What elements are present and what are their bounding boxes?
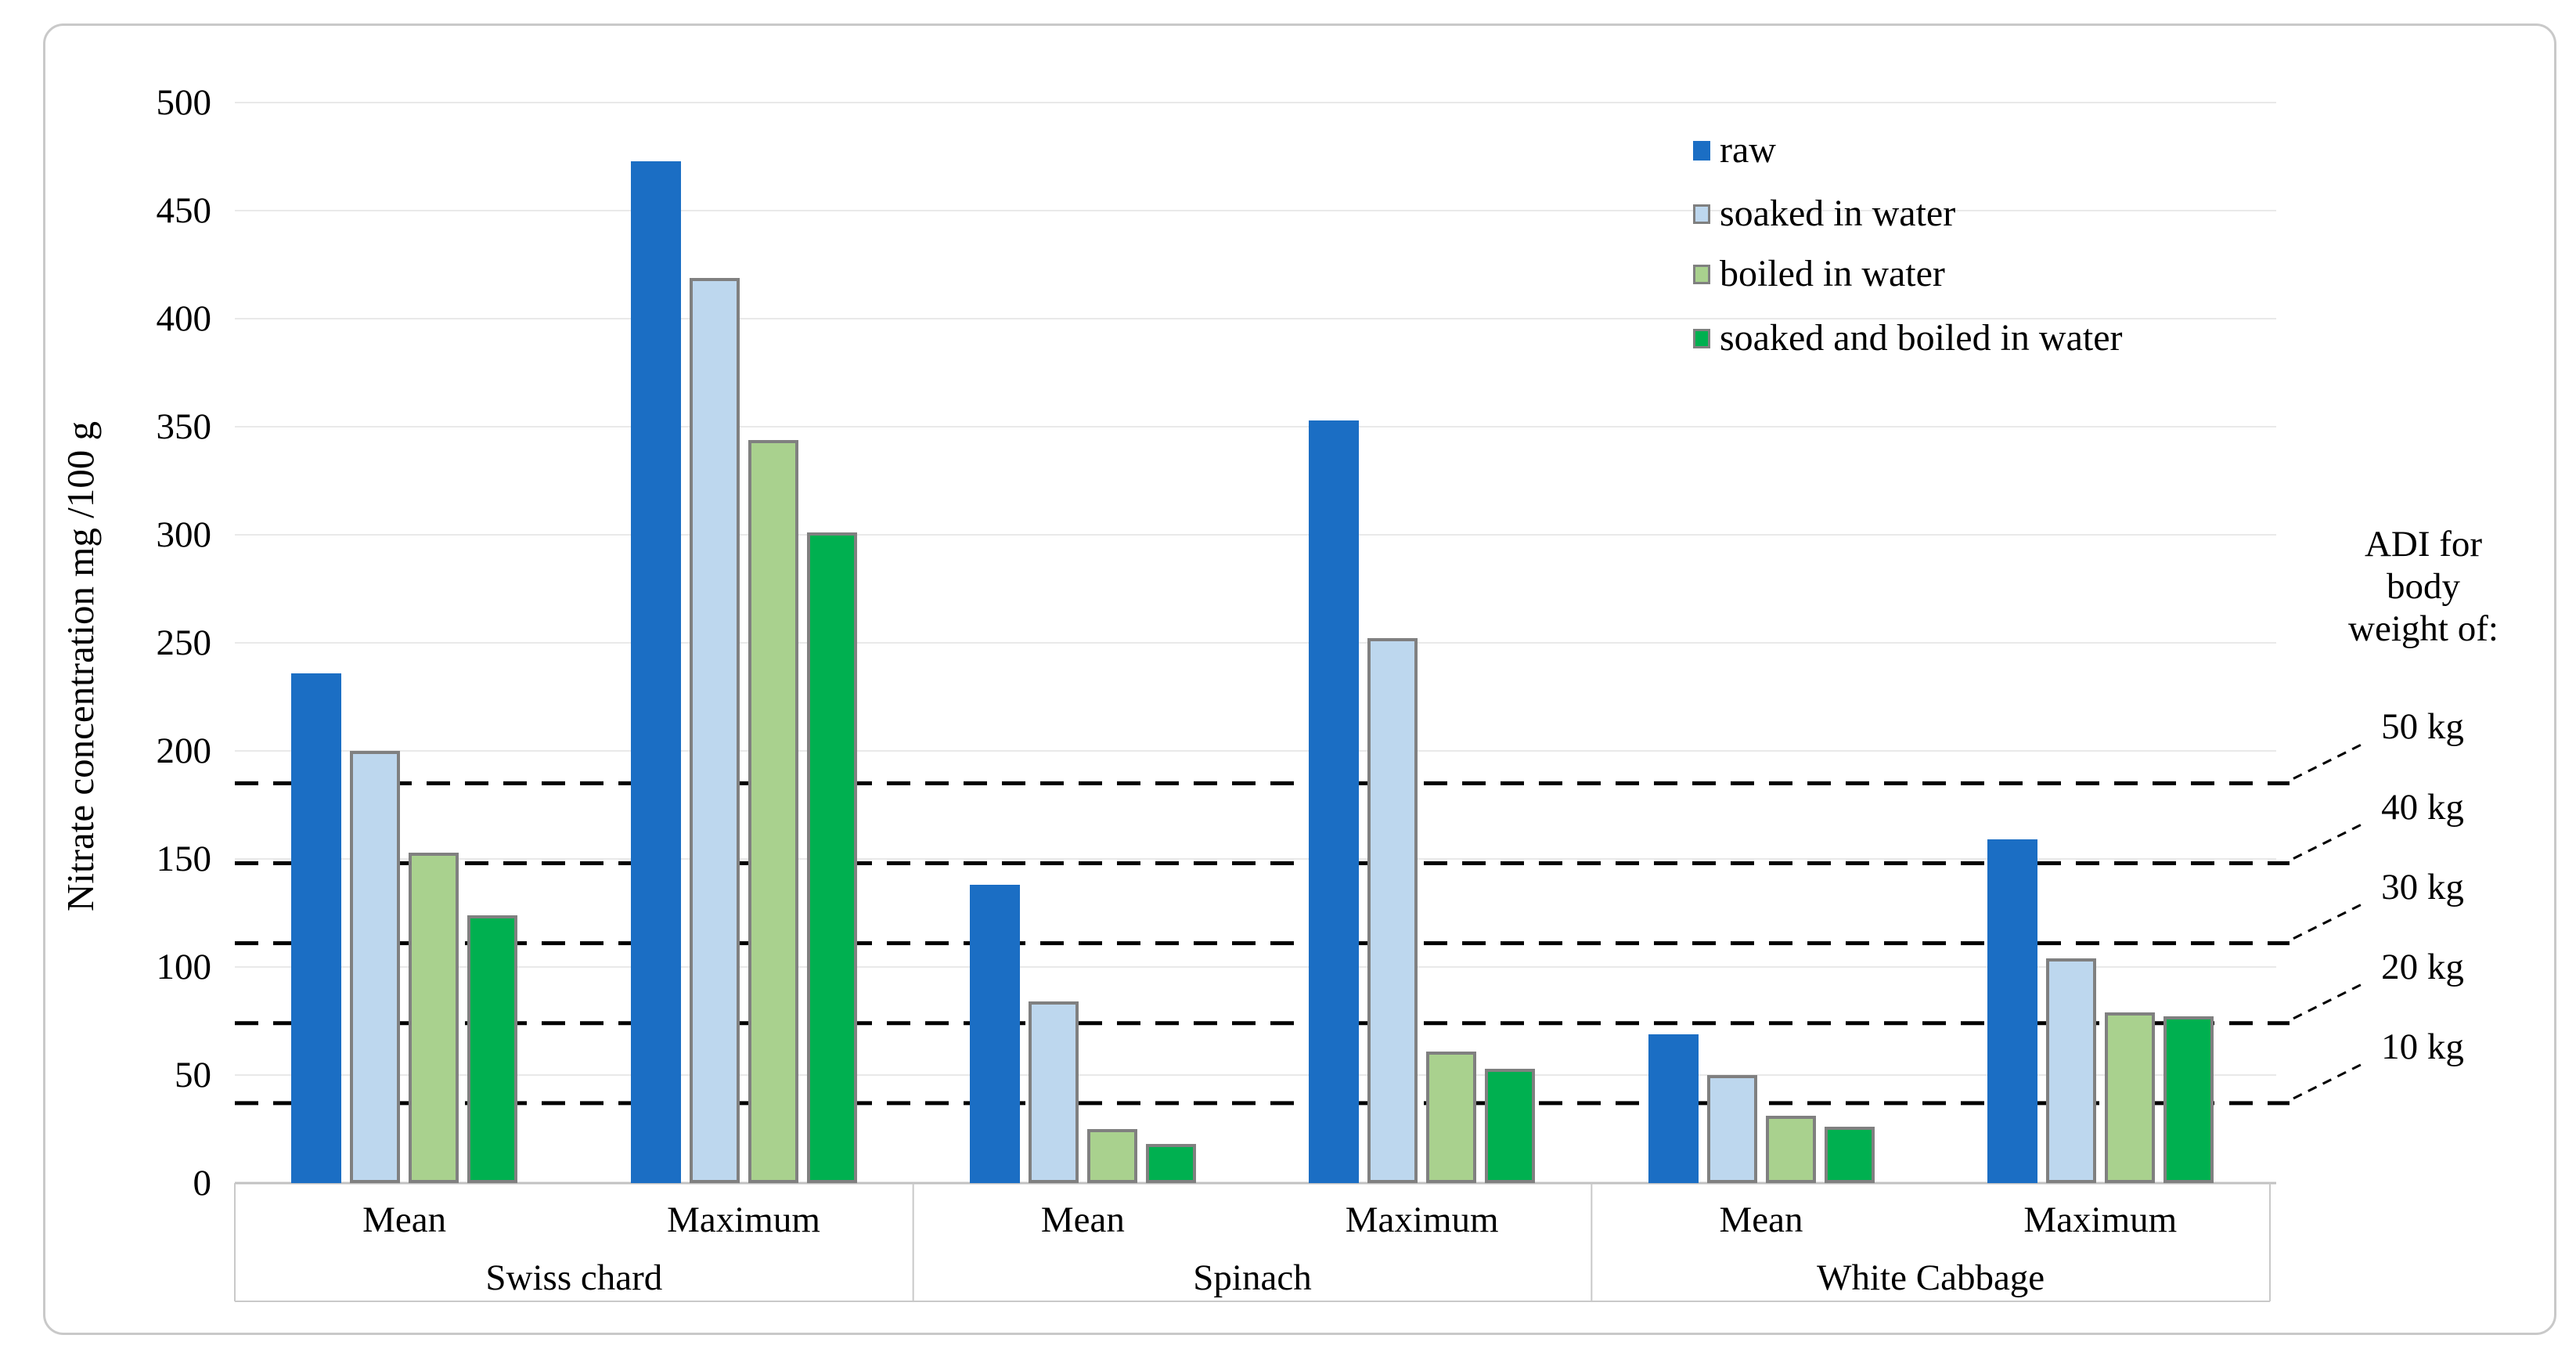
adi-connector-20-kg: [2293, 981, 2366, 1020]
legend-label-raw: raw: [1720, 129, 1776, 171]
y-tick-350: 350: [156, 406, 212, 447]
bar-white-cabbage-maximum-soaked-and-boiled-in-water: [2163, 1016, 2214, 1183]
bar-swiss-chard-mean-soaked-and-boiled-in-water: [467, 915, 518, 1183]
legend-label-soaked-and-boiled-in-water: soaked and boiled in water: [1720, 317, 2123, 359]
adi-label-40-kg: 40 kg: [2381, 786, 2464, 828]
bar-white-cabbage-mean-soaked-in-water: [1706, 1075, 1757, 1183]
adi-connector-50-kg: [2293, 741, 2366, 780]
bar-white-cabbage-maximum-raw: [1987, 839, 2037, 1183]
bar-spinach-mean-boiled-in-water: [1086, 1129, 1137, 1183]
legend-swatch-soaked-in-water: [1693, 204, 1710, 224]
y-tick-400: 400: [156, 298, 212, 339]
adi-header: ADI for body weight of:: [2348, 524, 2499, 649]
bar-spinach-maximum-soaked-and-boiled-in-water: [1485, 1068, 1536, 1183]
bar-swiss-chard-maximum-raw: [630, 161, 681, 1183]
y-tick-100: 100: [156, 947, 212, 987]
x-label-swiss-chard-maximum: Maximum: [667, 1200, 820, 1240]
y-axis-title: Nitrate concentration mg /100 g: [59, 421, 102, 911]
bar-white-cabbage-maximum-soaked-in-water: [2045, 958, 2096, 1183]
legend-item-boiled-in-water: boiled in water: [1693, 254, 1945, 294]
x-category-swiss-chard: Swiss chard: [485, 1257, 663, 1298]
legend-label-boiled-in-water: boiled in water: [1720, 253, 1945, 294]
adi-label-30-kg: 30 kg: [2381, 866, 2464, 907]
x-label-spinach-mean: Mean: [1040, 1200, 1125, 1240]
legend-swatch-soaked-and-boiled-in-water: [1693, 328, 1710, 348]
x-category-white-cabbage: White Cabbage: [1817, 1257, 2045, 1298]
bar-swiss-chard-maximum-soaked-and-boiled-in-water: [806, 532, 857, 1183]
legend-swatch-raw: [1693, 140, 1710, 161]
bar-spinach-maximum-boiled-in-water: [1426, 1051, 1477, 1183]
y-tick-450: 450: [156, 190, 212, 231]
bar-white-cabbage-mean-boiled-in-water: [1765, 1116, 1816, 1183]
y-tick-200: 200: [156, 731, 212, 771]
bar-spinach-maximum-soaked-in-water: [1367, 638, 1418, 1183]
legend-swatch-boiled-in-water: [1693, 264, 1710, 284]
y-tick-150: 150: [156, 839, 212, 879]
adi-connector-10-kg: [2293, 1061, 2366, 1100]
legend-item-soaked-in-water: soaked in water: [1693, 193, 1955, 234]
figure-border: [43, 23, 2556, 1335]
x-label-white-cabbage-maximum: Maximum: [2023, 1200, 2178, 1240]
bar-white-cabbage-mean-raw: [1648, 1034, 1699, 1183]
x-label-spinach-maximum: Maximum: [1345, 1200, 1499, 1240]
adi-connector-30-kg: [2293, 901, 2366, 940]
y-tick-0: 0: [193, 1163, 212, 1203]
legend-label-soaked-in-water: soaked in water: [1720, 193, 1956, 234]
x-label-swiss-chard-mean: Mean: [362, 1200, 447, 1240]
adi-connector-40-kg: [2293, 821, 2366, 860]
bar-spinach-mean-soaked-in-water: [1028, 1001, 1079, 1183]
bar-spinach-maximum-raw: [1309, 420, 1360, 1183]
bar-swiss-chard-mean-soaked-in-water: [350, 751, 401, 1183]
adi-label-10-kg: 10 kg: [2381, 1026, 2464, 1067]
bar-swiss-chard-mean-raw: [291, 673, 342, 1183]
bar-white-cabbage-maximum-boiled-in-water: [2104, 1012, 2155, 1183]
bar-white-cabbage-mean-soaked-and-boiled-in-water: [1824, 1127, 1875, 1183]
x-category-spinach: Spinach: [1193, 1257, 1312, 1298]
bar-swiss-chard-maximum-boiled-in-water: [748, 439, 798, 1183]
legend-item-soaked-and-boiled-in-water: soaked and boiled in water: [1693, 318, 2123, 359]
legend-item-raw: raw: [1693, 130, 1776, 171]
bar-spinach-mean-soaked-and-boiled-in-water: [1145, 1144, 1196, 1183]
bar-swiss-chard-mean-boiled-in-water: [409, 852, 459, 1183]
adi-label-20-kg: 20 kg: [2381, 946, 2464, 987]
y-tick-50: 50: [175, 1055, 211, 1095]
y-tick-250: 250: [156, 622, 212, 663]
adi-label-50-kg: 50 kg: [2381, 706, 2464, 748]
bar-swiss-chard-maximum-soaked-in-water: [689, 277, 740, 1183]
x-label-white-cabbage-mean: Mean: [1719, 1200, 1803, 1240]
y-tick-500: 500: [156, 82, 212, 123]
y-tick-300: 300: [156, 514, 212, 555]
bar-spinach-mean-raw: [969, 885, 1020, 1183]
